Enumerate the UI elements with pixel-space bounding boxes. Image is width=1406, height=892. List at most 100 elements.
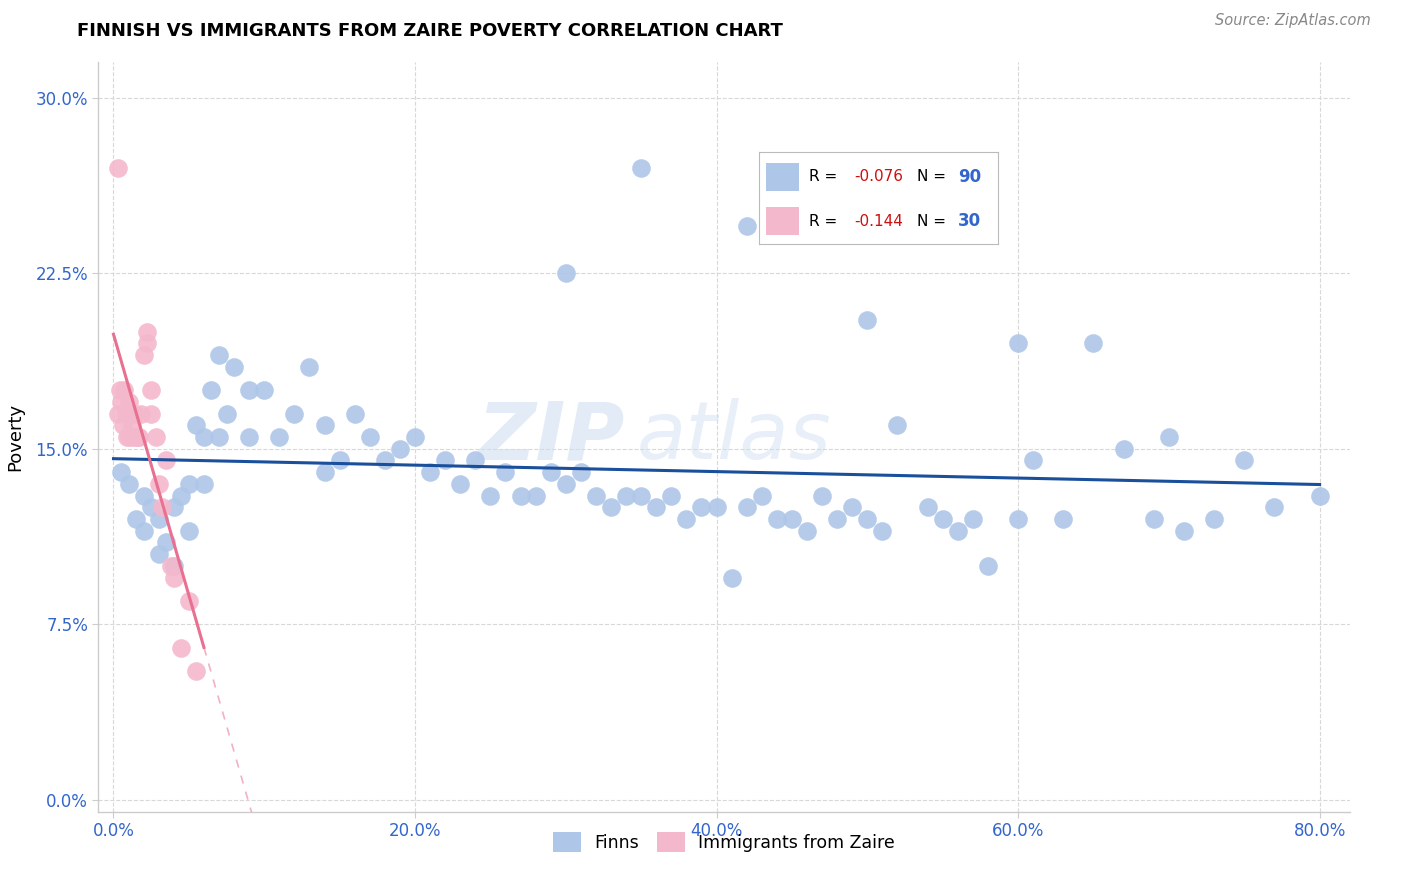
Point [329, 453, 352, 467]
Point [150, 500, 173, 515]
Point [374, 453, 396, 467]
Text: 90: 90 [957, 168, 981, 186]
Point [117, 430, 139, 444]
Point [735, 219, 758, 234]
Point [404, 430, 426, 444]
Point [977, 558, 1000, 573]
Text: Source: ZipAtlas.com: Source: ZipAtlas.com [1215, 13, 1371, 29]
Point [193, 476, 215, 491]
Point [141, 384, 163, 398]
Point [419, 465, 441, 479]
Point [645, 500, 668, 515]
Text: FINNISH VS IMMIGRANTS FROM ZAIRE POVERTY CORRELATION CHART: FINNISH VS IMMIGRANTS FROM ZAIRE POVERTY… [77, 22, 783, 40]
Point [962, 512, 984, 526]
Point [186, 418, 208, 433]
Point [117, 395, 139, 409]
Point [107, 161, 129, 175]
Point [856, 512, 879, 526]
Text: -0.076: -0.076 [855, 169, 904, 185]
Text: N =: N = [917, 169, 950, 185]
Text: 30: 30 [957, 212, 981, 230]
Point [314, 418, 336, 433]
Point [128, 430, 150, 444]
Point [170, 640, 193, 655]
Point [569, 465, 592, 479]
Text: R =: R = [808, 214, 842, 228]
Text: -0.144: -0.144 [855, 214, 904, 228]
Point [630, 489, 652, 503]
Point [825, 512, 848, 526]
Point [124, 407, 146, 421]
Bar [766, 207, 800, 235]
Point [1007, 512, 1029, 526]
Point [177, 594, 200, 608]
Point [163, 500, 186, 515]
Point [177, 476, 200, 491]
Point [110, 395, 132, 409]
Point [193, 430, 215, 444]
Point [659, 489, 682, 503]
Point [359, 430, 381, 444]
Point [1157, 430, 1180, 444]
Point [690, 500, 713, 515]
Bar [766, 163, 800, 191]
Point [449, 476, 471, 491]
Point [148, 512, 170, 526]
Point [434, 453, 457, 467]
Legend: Finns, Immigrants from Zaire: Finns, Immigrants from Zaire [546, 825, 903, 859]
Point [283, 407, 305, 421]
Point [132, 489, 155, 503]
Point [1143, 512, 1166, 526]
Point [208, 430, 231, 444]
Point [931, 512, 953, 526]
Point [115, 430, 138, 444]
Point [554, 476, 576, 491]
Point [856, 313, 879, 327]
Point [1202, 512, 1225, 526]
Point [253, 384, 276, 398]
Point [1233, 453, 1256, 467]
Point [159, 558, 181, 573]
Point [215, 407, 238, 421]
Point [121, 418, 143, 433]
Text: atlas: atlas [637, 398, 831, 476]
Point [1112, 442, 1135, 456]
Point [720, 571, 742, 585]
Point [735, 500, 758, 515]
Point [132, 524, 155, 538]
Point [127, 430, 149, 444]
Point [796, 524, 818, 538]
Point [224, 359, 246, 374]
Point [155, 535, 177, 549]
Point [1007, 336, 1029, 351]
Point [186, 664, 208, 679]
Point [1052, 512, 1074, 526]
Text: N =: N = [917, 214, 950, 228]
Point [1022, 453, 1045, 467]
Point [585, 489, 607, 503]
Point [148, 476, 170, 491]
Point [766, 512, 789, 526]
Point [155, 453, 177, 467]
Point [811, 489, 834, 503]
Point [141, 500, 163, 515]
Point [917, 500, 939, 515]
Point [780, 512, 803, 526]
Point [238, 430, 260, 444]
Point [148, 547, 170, 561]
Point [540, 465, 562, 479]
Text: R =: R = [808, 169, 842, 185]
Point [706, 500, 728, 515]
Point [208, 348, 231, 362]
Point [269, 430, 291, 444]
Point [117, 476, 139, 491]
Point [170, 489, 193, 503]
Point [112, 384, 135, 398]
Point [479, 489, 502, 503]
Point [125, 430, 148, 444]
Point [388, 442, 411, 456]
Point [886, 418, 908, 433]
Point [872, 524, 894, 538]
Point [630, 161, 652, 175]
Point [675, 512, 697, 526]
